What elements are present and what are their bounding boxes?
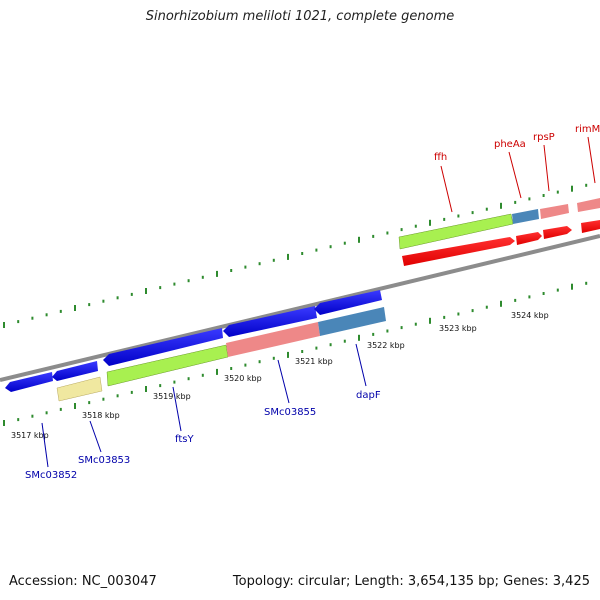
gene-ftsy-cds[interactable] <box>103 328 223 366</box>
leader-rpsp <box>543 144 550 192</box>
upper-tick-row <box>3 183 588 328</box>
gene-label-ffh[interactable]: ffh <box>434 152 447 163</box>
gene-label-rpsp[interactable]: rpsP <box>533 132 555 143</box>
gene-dapf-feature[interactable] <box>318 307 386 336</box>
gene-dapf-cds[interactable] <box>314 290 382 315</box>
gene-smc03855-feature[interactable] <box>226 322 320 357</box>
gene-rpsp-cds[interactable] <box>543 226 572 239</box>
kbp-label-3517: 3517 kbp <box>11 431 49 440</box>
kbp-label-3519: 3519 kbp <box>153 392 191 401</box>
leader-ftsy <box>172 386 182 432</box>
gene-rpsp-feature[interactable] <box>540 204 569 219</box>
gene-label-ftsy[interactable]: ftsY <box>175 434 194 445</box>
gene-label-smc03852[interactable]: SMc03852 <box>25 470 77 481</box>
leader-phea <box>508 151 522 199</box>
gene-label-phea[interactable]: pheAa <box>494 139 526 150</box>
kbp-label-3522: 3522 kbp <box>367 341 405 350</box>
gene-label-rimm[interactable]: rimM <box>575 124 600 135</box>
genome-summary-text: Topology: circular; Length: 3,654,135 bp… <box>232 574 590 589</box>
genome-backbone <box>0 234 600 382</box>
kbp-label-3520: 3520 kbp <box>224 374 262 383</box>
lower-tick-row <box>3 281 588 426</box>
leader-ffh <box>440 165 453 213</box>
gene-smc03855-cds[interactable] <box>223 306 317 337</box>
leader-rimm <box>587 136 596 184</box>
leader-smc03853 <box>89 420 102 453</box>
gene-ffh-cds[interactable] <box>402 237 515 266</box>
gene-label-smc03855[interactable]: SMc03855 <box>264 407 316 418</box>
kbp-label-3523: 3523 kbp <box>439 324 477 333</box>
gene-smc03852-cds[interactable] <box>5 372 53 392</box>
kbp-label-3518: 3518 kbp <box>82 411 120 420</box>
gene-rimm-cds[interactable] <box>581 220 600 233</box>
gene-phea-cds[interactable] <box>516 232 542 245</box>
gene-smc03853-cds[interactable] <box>52 361 98 381</box>
leader-smc03852 <box>41 422 49 468</box>
gene-phea-feature[interactable] <box>512 209 539 224</box>
genome-title: Sinorhizobium meliloti 1021, complete ge… <box>145 9 455 24</box>
gene-smc03853-feature[interactable] <box>56 376 103 402</box>
kbp-label-3524: 3524 kbp <box>511 311 549 320</box>
gene-label-smc03853[interactable]: SMc03853 <box>78 455 130 466</box>
kbp-label-3521: 3521 kbp <box>295 357 333 366</box>
leader-smc03855 <box>277 359 290 404</box>
accession-text: Accession: NC_003047 <box>9 574 157 589</box>
gene-label-dapf[interactable]: dapF <box>356 390 381 401</box>
leader-dapf <box>355 343 367 387</box>
gene-rimm-feature[interactable] <box>577 198 600 212</box>
